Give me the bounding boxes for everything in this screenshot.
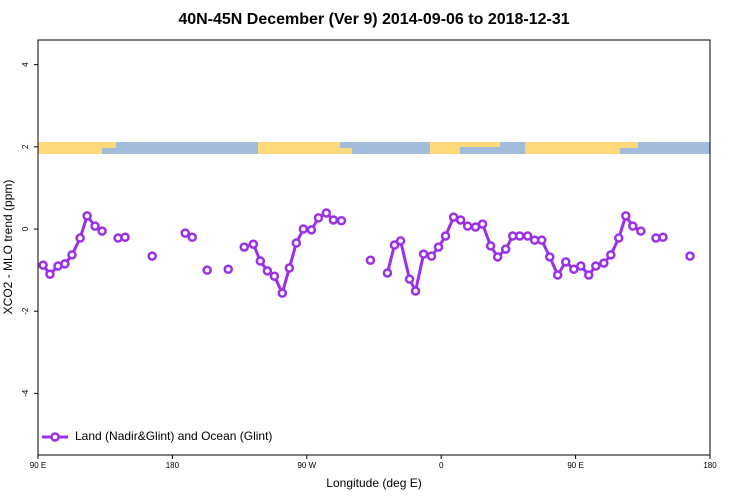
data-point <box>576 261 586 271</box>
x-tick-label: 180 <box>703 461 717 470</box>
data-point <box>328 215 339 225</box>
data-point <box>180 228 190 238</box>
data-point <box>404 274 415 284</box>
data-point <box>298 224 309 234</box>
data-point <box>560 257 571 267</box>
data-point <box>120 232 130 242</box>
data-point <box>485 241 496 251</box>
y-tick-label: 2 <box>21 144 30 149</box>
data-point <box>606 250 616 260</box>
data-point <box>223 264 234 275</box>
data-point <box>187 232 198 242</box>
data-point <box>514 231 525 241</box>
data-point <box>583 270 594 280</box>
data-point <box>269 271 280 282</box>
data-point <box>75 233 85 243</box>
data-point <box>410 286 421 296</box>
land-ocean-band <box>38 142 710 154</box>
data-point <box>440 231 451 241</box>
data-point <box>45 269 55 279</box>
data-point <box>97 226 107 236</box>
data-point <box>552 270 563 280</box>
x-axis-label: Longitude (deg E) <box>326 476 421 490</box>
data-point <box>536 235 547 245</box>
x-tick-label: 90 E <box>567 461 583 470</box>
data-point <box>395 236 406 246</box>
data-point <box>202 265 212 275</box>
data-point <box>389 240 400 250</box>
data-point <box>306 225 317 235</box>
x-tick-label: 90 W <box>297 461 316 470</box>
y-axis-label: XCO2 - MLO trend (ppm) <box>1 180 15 315</box>
data-point <box>248 239 259 249</box>
x-tick-label: 90 E <box>30 461 46 470</box>
data-point <box>82 211 92 221</box>
data-point <box>284 263 295 273</box>
data-point <box>500 244 511 254</box>
data-point <box>365 255 376 265</box>
data-point <box>291 238 302 248</box>
data-point <box>685 251 695 261</box>
data-point <box>255 256 266 266</box>
data-point <box>591 261 601 271</box>
y-tick-label: -2 <box>21 307 30 315</box>
data-point <box>262 266 273 276</box>
y-tick-label: 0 <box>21 226 30 231</box>
x-tick-label: 180 <box>166 461 180 470</box>
y-tick-label: -4 <box>21 389 30 397</box>
data-point <box>492 252 503 262</box>
legend-label: Land (Nadir&Glint) and Ocean (Glint) <box>75 429 272 443</box>
legend-marker <box>50 432 60 442</box>
data-point <box>621 211 631 221</box>
series-line <box>243 211 342 298</box>
data-point <box>433 242 444 252</box>
x-tick-label: 0 <box>439 461 444 470</box>
data-point <box>426 251 437 261</box>
data-point <box>239 242 249 252</box>
data-point <box>90 221 100 231</box>
data-point <box>599 258 609 268</box>
data-point <box>60 259 70 269</box>
data-point <box>277 288 288 298</box>
data-point <box>313 213 324 223</box>
data-point <box>67 250 77 260</box>
data-point <box>382 268 393 278</box>
data-point <box>336 216 347 226</box>
data-point <box>321 208 332 218</box>
chart-title: 40N-45N December (Ver 9) 2014-09-06 to 2… <box>178 11 569 28</box>
y-tick-label: 4 <box>21 62 30 67</box>
data-point <box>636 226 646 236</box>
data-point <box>545 252 555 262</box>
data-point <box>569 264 579 275</box>
data-point <box>628 221 638 231</box>
data-point <box>522 231 533 241</box>
data-point <box>614 233 624 243</box>
data-point <box>418 249 429 259</box>
data-point <box>147 251 157 261</box>
data-point <box>455 215 466 225</box>
data-point <box>658 232 668 242</box>
data-point <box>38 260 48 270</box>
plot-frame <box>37 39 711 456</box>
data-point <box>477 219 488 229</box>
data-point <box>462 221 473 231</box>
